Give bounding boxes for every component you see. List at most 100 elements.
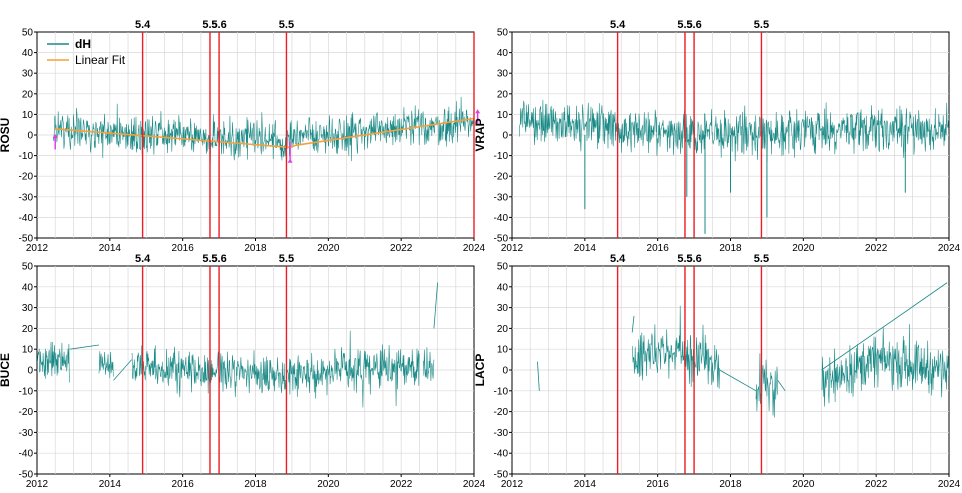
y-axis-label: LACP xyxy=(473,354,487,387)
x-tick-label: 2014 xyxy=(99,479,122,490)
y-tick-label: -10 xyxy=(19,386,34,397)
series-dh-bridge xyxy=(537,361,540,391)
event-label: 5.5 xyxy=(202,253,217,265)
y-tick-label: -50 xyxy=(494,234,509,245)
x-tick-label: 2020 xyxy=(317,479,340,490)
x-tick-label: 2024 xyxy=(938,479,961,490)
y-tick-label: 50 xyxy=(22,262,34,273)
y-tick-label: -40 xyxy=(494,213,509,224)
event-label: 5.5 xyxy=(677,253,692,265)
series-dh-line xyxy=(36,341,71,383)
y-axis-label: ROSU xyxy=(0,118,12,153)
x-tick-label: 2016 xyxy=(172,479,195,490)
event-label: 5.6 xyxy=(211,253,226,265)
y-tick-label: -30 xyxy=(19,428,34,439)
series-dh-line xyxy=(631,305,720,389)
y-tick-label: -50 xyxy=(19,470,34,481)
x-tick-label: 2014 xyxy=(574,479,597,490)
event-label: 5.5 xyxy=(677,19,692,31)
series-linear-fit xyxy=(55,117,475,149)
y-tick-label: -20 xyxy=(19,172,34,183)
y-tick-label: -50 xyxy=(494,470,509,481)
y-axis-label: VRAP xyxy=(473,118,487,151)
series-dh-line xyxy=(131,330,420,408)
series-dh-line xyxy=(53,96,475,164)
y-tick-label: 50 xyxy=(497,262,509,273)
series-dh-bridge xyxy=(69,344,99,350)
marker-arrow xyxy=(52,134,58,138)
y-tick-label: -30 xyxy=(19,192,34,203)
y-tick-label: 10 xyxy=(497,345,509,356)
series-dh-bridge xyxy=(719,369,757,392)
event-label: 5.5 xyxy=(279,19,294,31)
y-tick-label: -10 xyxy=(494,386,509,397)
panel-vrap: 5.4 5.55.6 5.550403020100-10-20-30-40-5020… xyxy=(473,19,961,254)
y-tick-label: -30 xyxy=(494,192,509,203)
event-label: 5.6 xyxy=(686,253,701,265)
series-dh-line xyxy=(98,351,114,379)
y-tick-label: 0 xyxy=(502,131,508,142)
y-tick-label: 30 xyxy=(497,303,509,314)
series-dh-line xyxy=(519,99,950,163)
x-tick-label: 2020 xyxy=(317,243,340,254)
y-tick-label: 0 xyxy=(502,366,508,377)
event-label: 5.6 xyxy=(211,19,226,31)
y-tick-label: 40 xyxy=(22,48,34,59)
y-tick-label: -20 xyxy=(19,407,34,418)
y-tick-label: -10 xyxy=(19,151,34,162)
y-tick-label: 0 xyxy=(27,366,33,377)
x-tick-label: 2012 xyxy=(26,243,49,254)
y-tick-label: -10 xyxy=(494,151,509,162)
panel-rosu: 5.4 5.55.6 5.550403020100-10-20-30-40-5020… xyxy=(0,19,486,254)
marker-arrow xyxy=(475,109,481,114)
series-dh-line xyxy=(422,347,435,382)
series-dh-bridge xyxy=(821,282,948,371)
y-tick-label: -20 xyxy=(494,172,509,183)
y-tick-label: 30 xyxy=(22,69,34,80)
y-tick-label: 10 xyxy=(497,110,509,121)
y-tick-label: -50 xyxy=(19,234,34,245)
event-label: 5.5 xyxy=(754,253,769,265)
y-tick-label: 50 xyxy=(497,28,509,39)
x-tick-label: 2022 xyxy=(865,243,888,254)
x-tick-label: 2012 xyxy=(26,479,49,490)
x-tick-label: 2020 xyxy=(792,479,815,490)
x-tick-label: 2022 xyxy=(865,479,888,490)
y-tick-label: -40 xyxy=(494,449,509,460)
series-dh-line xyxy=(755,353,779,418)
y-tick-label: 20 xyxy=(22,89,34,100)
y-axis-label: BUCE xyxy=(0,353,12,387)
y-tick-label: 30 xyxy=(497,69,509,80)
event-label: 5.5 xyxy=(202,19,217,31)
series-dh-bridge xyxy=(777,380,786,392)
x-tick-label: 2016 xyxy=(172,243,195,254)
legend: dH Linear Fit xyxy=(47,37,126,67)
x-tick-label: 2020 xyxy=(792,243,815,254)
event-label: 5.4 xyxy=(135,253,151,265)
x-tick-label: 2022 xyxy=(390,243,413,254)
panel-lacp: 5.4 5.55.6 5.550403020100-10-20-30-40-5020… xyxy=(473,253,961,490)
x-tick-label: 2018 xyxy=(244,479,267,490)
x-tick-label: 2024 xyxy=(463,243,486,254)
y-tick-label: 10 xyxy=(22,110,34,121)
event-label: 5.5 xyxy=(279,253,294,265)
event-label: 5.6 xyxy=(686,19,701,31)
y-tick-label: 40 xyxy=(497,282,509,293)
legend-entry: dH xyxy=(75,37,91,51)
x-tick-label: 2022 xyxy=(390,479,413,490)
series-dh-bridge xyxy=(631,315,635,333)
y-tick-label: 20 xyxy=(497,324,509,335)
series-dh-bridge xyxy=(113,359,132,381)
panel-buce: 5.4 5.55.6 5.550403020100-10-20-30-40-5020… xyxy=(0,253,486,490)
y-tick-label: -40 xyxy=(19,449,34,460)
x-tick-label: 2024 xyxy=(938,243,961,254)
series-dh-bridge xyxy=(433,282,438,329)
x-tick-label: 2014 xyxy=(99,243,122,254)
y-tick-label: 50 xyxy=(22,28,34,39)
y-tick-label: -20 xyxy=(494,407,509,418)
x-tick-label: 2018 xyxy=(244,243,267,254)
y-tick-label: 10 xyxy=(22,345,34,356)
y-tick-label: 20 xyxy=(22,324,34,335)
y-tick-label: -30 xyxy=(494,428,509,439)
